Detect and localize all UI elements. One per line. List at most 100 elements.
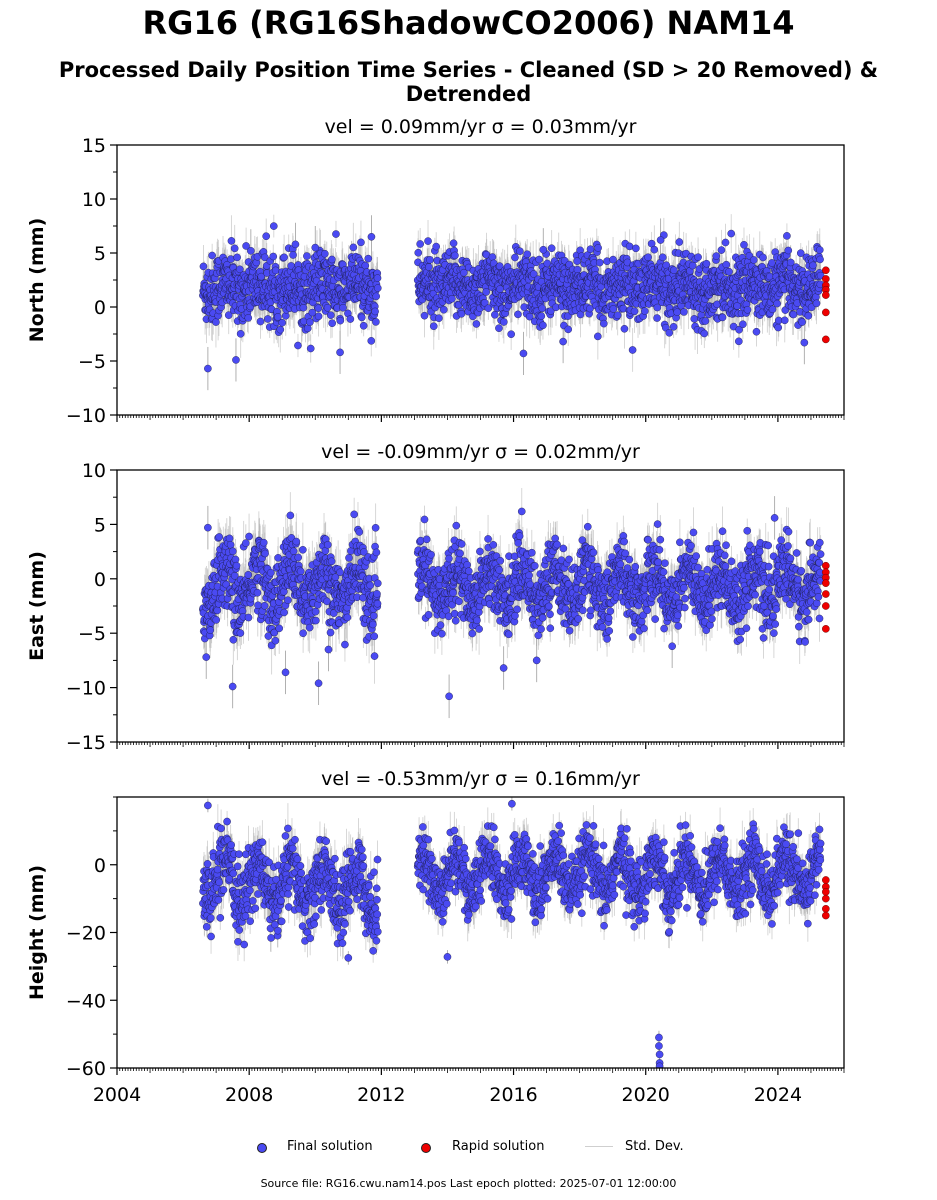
final-point — [694, 253, 702, 261]
final-point — [784, 246, 793, 255]
final-point — [559, 337, 567, 346]
final-point — [673, 308, 681, 316]
final-point — [727, 229, 736, 238]
final-point — [289, 251, 297, 259]
final-point — [702, 259, 711, 268]
final-point — [809, 261, 817, 270]
final-point — [620, 324, 629, 333]
final-point — [276, 325, 285, 334]
final-point — [262, 232, 270, 241]
final-point — [336, 348, 344, 357]
final-point — [359, 321, 368, 330]
final-point — [372, 292, 380, 301]
final-point — [204, 364, 212, 373]
final-point — [269, 252, 278, 261]
final-point — [495, 324, 503, 332]
final-point — [798, 318, 806, 326]
final-point — [424, 237, 432, 245]
final-solution-points — [199, 222, 825, 373]
final-point — [609, 255, 617, 264]
final-point — [367, 232, 376, 241]
final-point — [523, 250, 531, 259]
final-point — [586, 245, 595, 253]
data-layer — [199, 488, 830, 719]
rapid-point — [822, 291, 830, 299]
final-point — [357, 238, 365, 247]
final-point — [812, 299, 821, 308]
final-point — [274, 313, 282, 321]
final-point — [236, 265, 244, 274]
final-point — [594, 244, 602, 252]
final-point — [472, 320, 481, 328]
final-point — [451, 251, 459, 260]
final-point — [816, 255, 824, 264]
y-tick-label: 15 — [82, 135, 106, 157]
final-point — [653, 303, 662, 312]
final-point — [650, 245, 659, 254]
final-point — [367, 337, 376, 345]
final-point — [740, 241, 748, 249]
final-point — [815, 246, 824, 254]
y-tick-label: −5 — [78, 351, 106, 373]
final-point — [414, 248, 423, 257]
final-point — [481, 299, 489, 307]
chart-subtitle: Processed Daily Position Time Series - C… — [58, 58, 879, 106]
rapid-point — [822, 275, 830, 283]
final-point — [783, 232, 791, 240]
final-point — [242, 242, 250, 250]
final-point — [208, 251, 216, 260]
final-point — [457, 310, 466, 318]
final-point — [519, 349, 528, 358]
final-point — [630, 307, 639, 316]
final-point — [371, 307, 379, 316]
final-point — [227, 237, 236, 245]
final-point — [233, 253, 241, 262]
final-point — [537, 312, 546, 320]
final-point — [308, 308, 317, 317]
final-point — [303, 252, 311, 260]
y-tick-label: 5 — [94, 243, 106, 265]
final-point — [346, 315, 355, 323]
final-point — [768, 305, 777, 314]
final-point — [349, 243, 358, 252]
rapid-point — [822, 266, 830, 275]
final-point — [701, 317, 710, 325]
final-point — [547, 244, 556, 253]
final-point — [244, 314, 253, 322]
final-point — [336, 316, 345, 325]
final-point — [656, 236, 665, 244]
final-point — [680, 308, 688, 316]
panel-title: vel = 0.09mm/yr σ = 0.03mm/yr — [325, 116, 637, 138]
final-point — [525, 312, 534, 321]
final-point — [586, 304, 594, 313]
final-point — [539, 321, 547, 330]
rapid-point — [822, 335, 830, 344]
final-point — [752, 327, 761, 336]
final-point — [321, 249, 329, 258]
final-point — [786, 258, 795, 267]
final-point — [439, 305, 448, 314]
final-point — [718, 313, 727, 322]
final-point — [658, 253, 667, 262]
final-point — [429, 322, 438, 331]
final-point — [247, 247, 255, 255]
final-point — [435, 314, 443, 323]
final-point — [323, 303, 332, 312]
final-point — [236, 330, 245, 338]
final-point — [789, 310, 798, 319]
final-point — [500, 318, 508, 326]
final-point — [294, 341, 302, 350]
final-point — [538, 304, 546, 313]
final-point — [670, 266, 678, 274]
final-point — [804, 311, 813, 320]
final-point — [328, 255, 336, 264]
final-point — [774, 323, 783, 332]
final-point — [484, 304, 493, 313]
final-point — [278, 318, 287, 327]
final-point — [416, 240, 424, 248]
final-point — [269, 222, 278, 230]
chart-title: RG16 (RG16ShadowCO2006) NAM14 — [142, 4, 795, 42]
final-point — [425, 263, 433, 271]
final-point — [749, 256, 758, 264]
